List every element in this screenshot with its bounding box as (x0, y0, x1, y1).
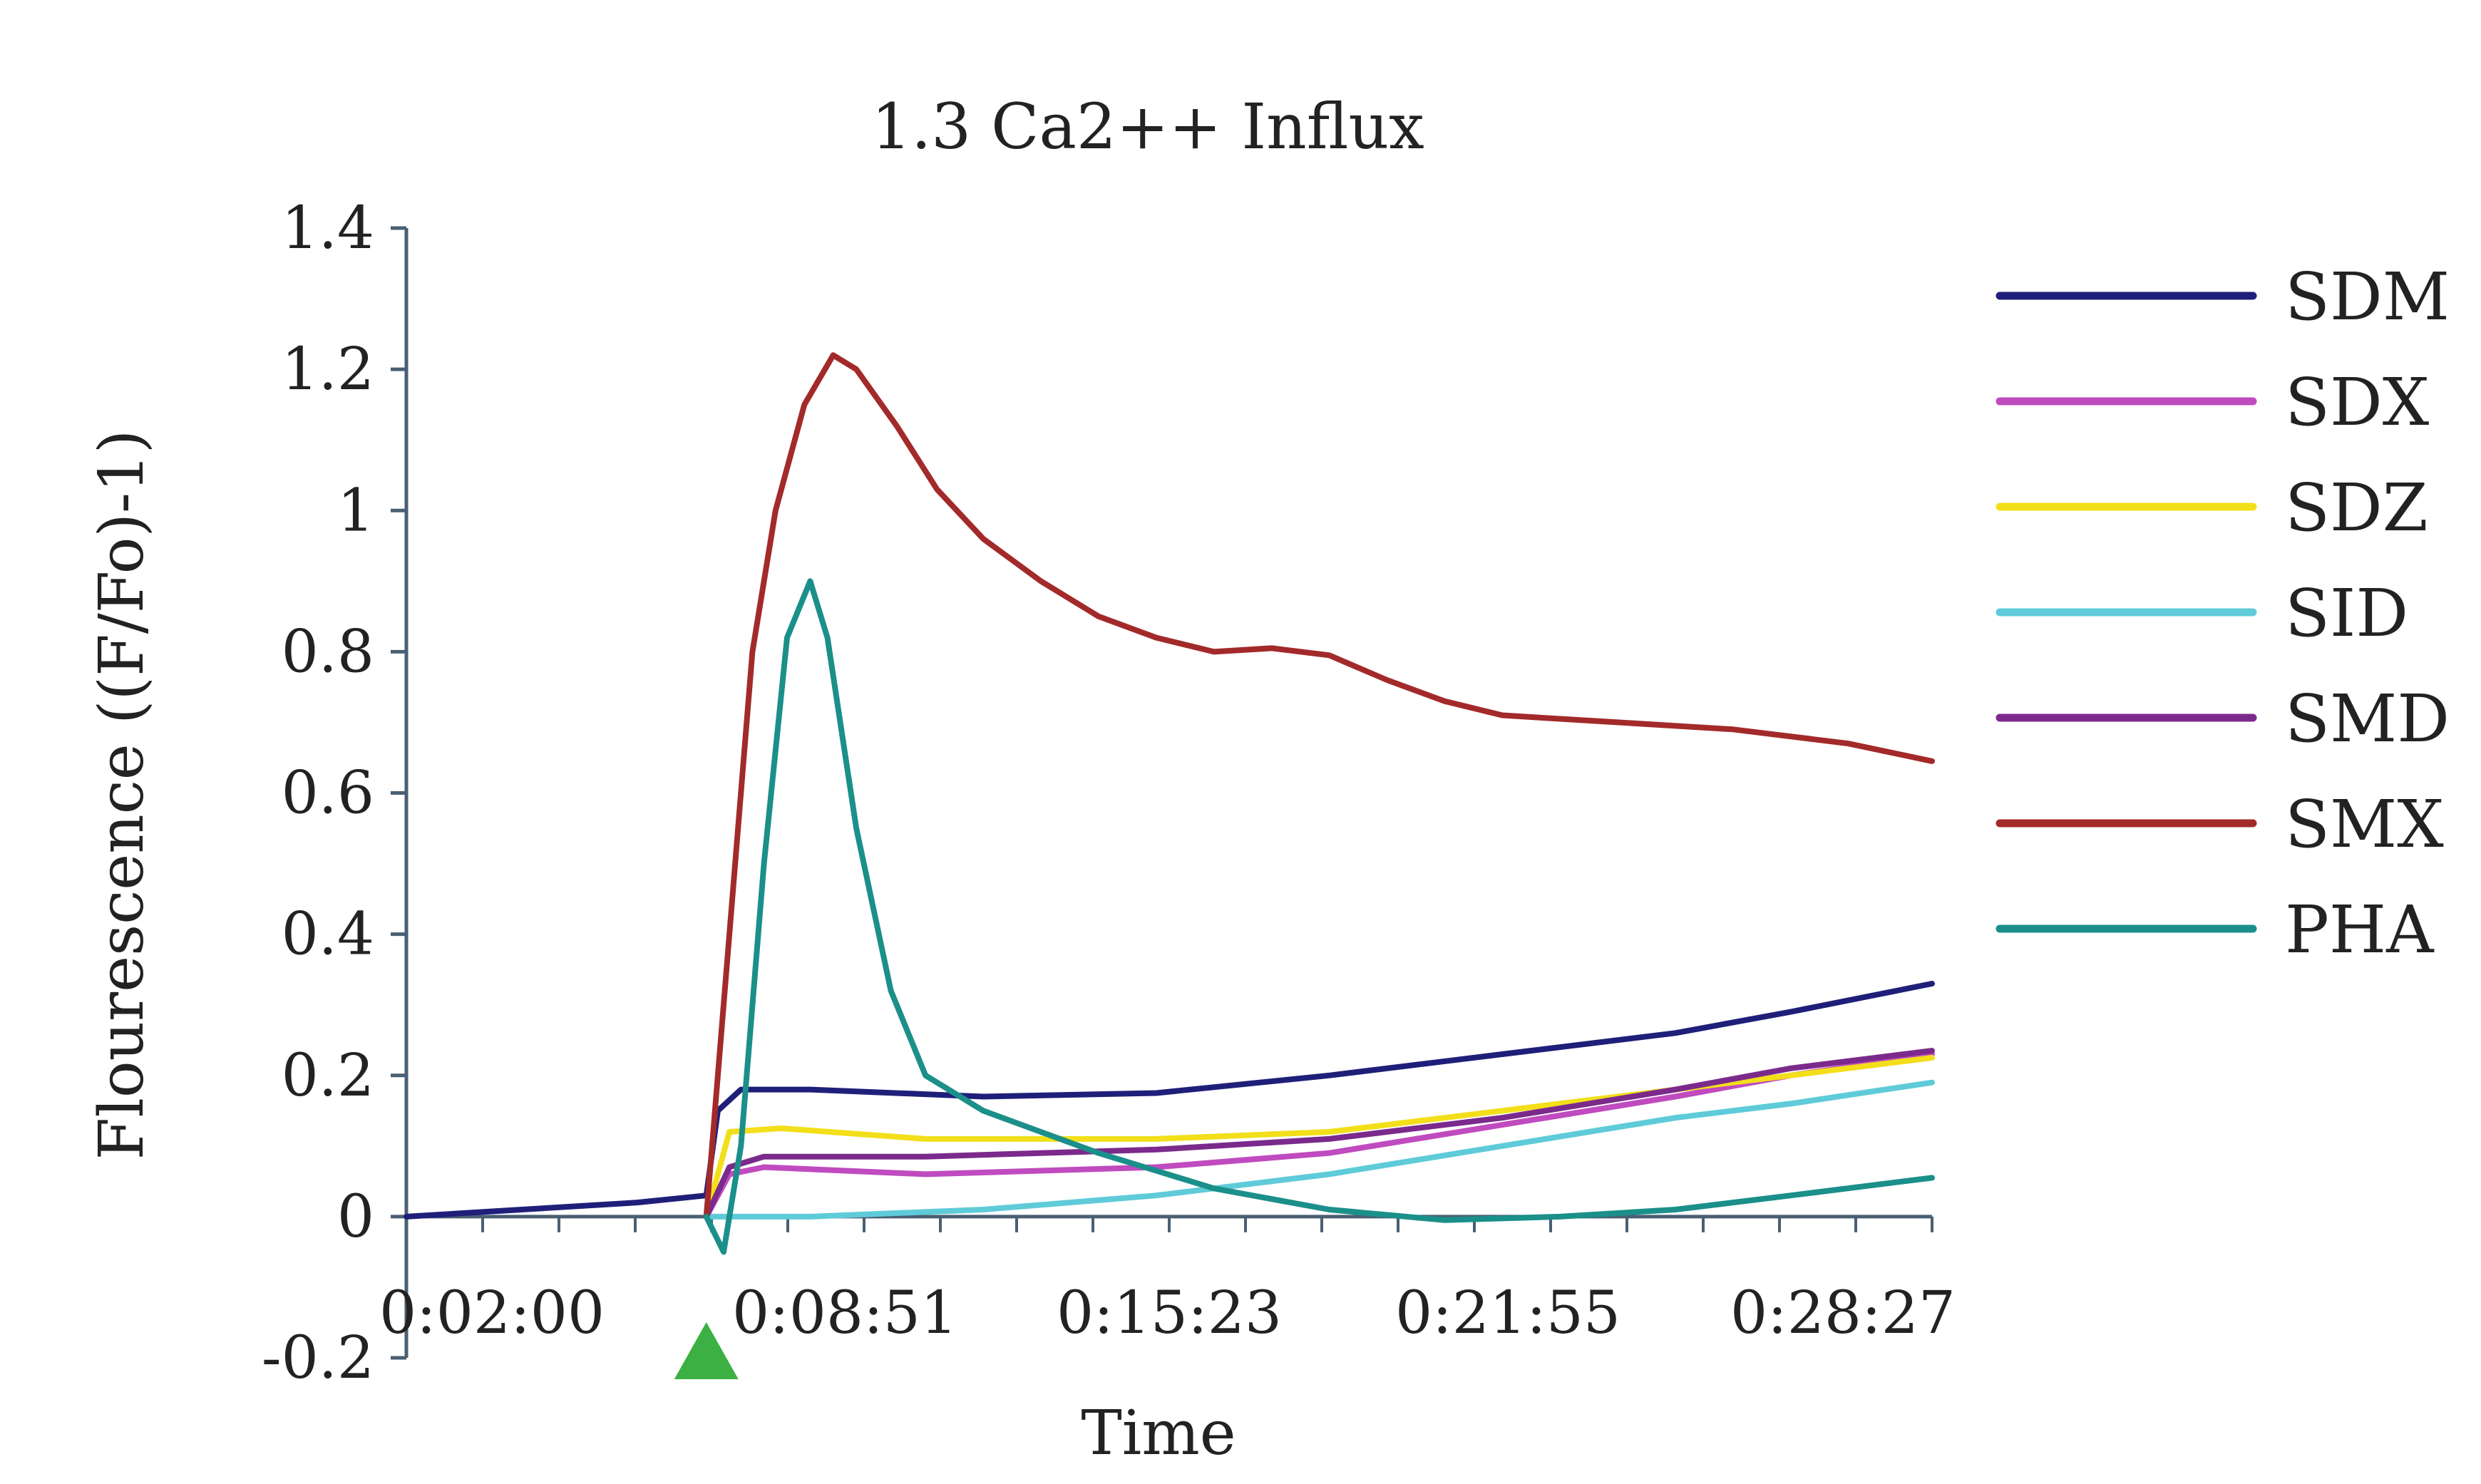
legend-label-smx: SMX (2285, 786, 2444, 862)
series-line-sdz (703, 1055, 1935, 1220)
y-axis-title: Flourescence ((F/Fo)-1) (86, 430, 158, 1160)
x-tick-label: 0:15:23 (1057, 1279, 1282, 1347)
x-axis-title: Time (1081, 1398, 1236, 1469)
y-tick-label: 0.4 (282, 901, 374, 969)
series-line-sdx (703, 1051, 1935, 1220)
x-tick-label: 0:02:00 (379, 1279, 605, 1347)
legend-label-sdx: SDX (2285, 364, 2430, 440)
y-tick-label: 1.2 (282, 336, 374, 403)
legend-label-sid: SID (2285, 575, 2408, 651)
series-lines (404, 352, 1935, 1255)
legend-label-smd: SMD (2285, 681, 2450, 757)
series-line-smx (703, 352, 1935, 1220)
series-line-pha (703, 578, 1935, 1255)
x-tick-label: 0:21:55 (1395, 1279, 1620, 1347)
y-tick-label: 1 (337, 477, 374, 545)
y-tick-label: 0.2 (282, 1042, 374, 1110)
y-tick-label: 0 (337, 1183, 374, 1251)
y-tick-label: -0.2 (262, 1324, 374, 1392)
series-line-sdm (404, 981, 1935, 1220)
legend-label-sdz: SDZ (2285, 470, 2428, 546)
y-tick-label: 0.6 (282, 760, 374, 828)
chart-title: 1.3 Ca2++ Influx (871, 90, 1424, 163)
legend: SDM SDX SDZ SID SMD SMX PHA (1995, 259, 2450, 968)
legend-label-pha: PHA (2285, 892, 2435, 968)
x-tick-label: 0:28:27 (1730, 1279, 1956, 1347)
stimulus-marker (674, 1322, 739, 1379)
y-tick-label: 0.8 (282, 618, 374, 686)
series-line-smd (703, 1048, 1935, 1220)
y-tick-label: 1.4 (282, 195, 374, 262)
axes: -0.2 0 0.2 0.4 0.6 0.8 1 1.2 1.4 0:02:00 0:08:51 0:… (262, 195, 1956, 1392)
x-tick-label: 0:08:51 (732, 1279, 957, 1347)
series-line-sid (703, 1079, 1935, 1220)
legend-label-sdm: SDM (2285, 259, 2450, 335)
